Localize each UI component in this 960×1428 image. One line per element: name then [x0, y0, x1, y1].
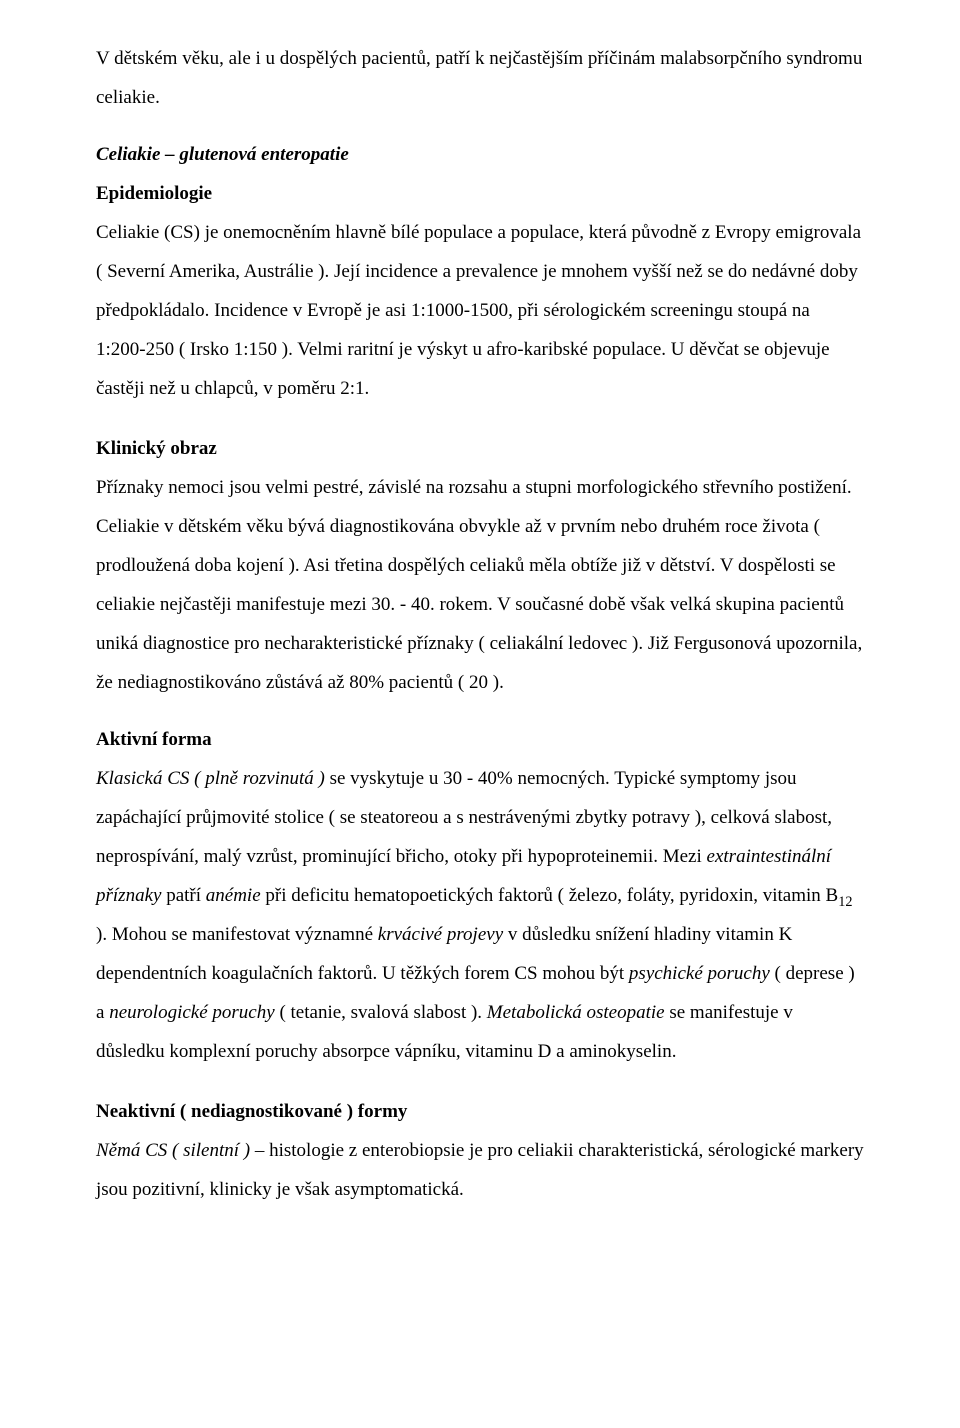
neaktivni-formy-paragraph: Němá CS ( silentní ) – histologie z ente…: [96, 1132, 864, 1210]
text-run: ). Mohou se manifestovat významné: [96, 924, 378, 945]
text-run: krvácivé projevy: [378, 924, 503, 945]
heading-klinicky-obraz: Klinický obraz: [96, 430, 864, 469]
heading-celiakie: Celiakie – glutenová enteropatie: [96, 136, 864, 175]
text-run: Metabolická osteopatie: [487, 1002, 665, 1023]
text-run: Klasická CS ( plně rozvinutá ): [96, 768, 325, 789]
text-run: při deficitu hematopoetických faktorů ( …: [261, 885, 839, 906]
text-run: Němá CS ( silentní ): [96, 1140, 250, 1161]
text-run: psychické poruchy: [629, 963, 770, 984]
heading-aktivni-forma: Aktivní forma: [96, 721, 864, 760]
text-run: patří: [161, 885, 205, 906]
klinicky-obraz-paragraph: Příznaky nemoci jsou velmi pestré, závis…: [96, 469, 864, 703]
intro-paragraph: V dětském věku, ale i u dospělých pacien…: [96, 40, 864, 118]
text-run: anémie: [206, 885, 261, 906]
epidemiologie-paragraph: Celiakie (CS) je onemocněním hlavně bílé…: [96, 214, 864, 409]
text-run: ( tetanie, svalová slabost ).: [275, 1002, 487, 1023]
text-run: neurologické poruchy: [109, 1002, 275, 1023]
subscript: 12: [838, 894, 852, 910]
heading-epidemiologie: Epidemiologie: [96, 175, 864, 214]
aktivni-forma-paragraph: Klasická CS ( plně rozvinutá ) se vyskyt…: [96, 760, 864, 1072]
heading-neaktivni-formy: Neaktivní ( nediagnostikované ) formy: [96, 1093, 864, 1132]
document-page: V dětském věku, ale i u dospělých pacien…: [0, 0, 960, 1428]
